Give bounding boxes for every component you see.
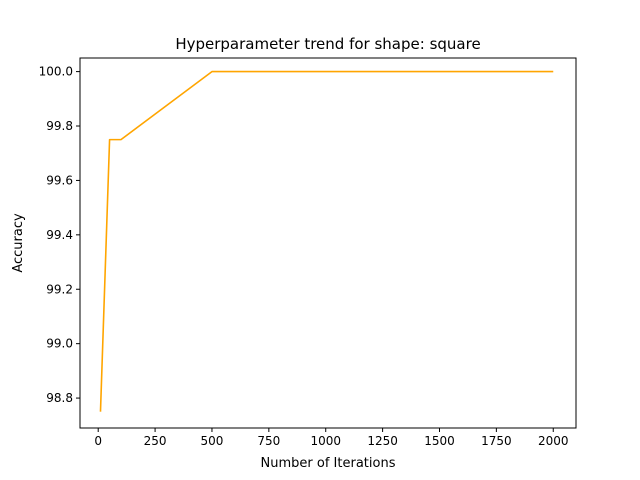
- y-tick-label: 99.4: [46, 228, 73, 242]
- y-tick-label: 98.8: [46, 391, 73, 405]
- x-tick-label: 250: [144, 434, 167, 448]
- x-axis-label: Number of Iterations: [261, 456, 396, 471]
- series-layer: [99, 70, 554, 412]
- y-tick-label: 99.2: [46, 282, 73, 296]
- y-tick-label: 99.0: [46, 337, 73, 351]
- x-tick-label: 1000: [310, 434, 341, 448]
- chart-title: Hyperparameter trend for shape: square: [175, 35, 480, 53]
- y-tick-label: 99.8: [46, 119, 73, 133]
- x-tick-label: 1750: [481, 434, 512, 448]
- x-tick-label: 500: [201, 434, 224, 448]
- x-tick-label: 2000: [538, 434, 569, 448]
- y-axis-ticks: 98.8 99.0 99.2 99.4 99.6 99.8 100.0: [39, 65, 80, 405]
- plot-frame: [79, 57, 577, 429]
- y-axis-label: Accuracy: [11, 213, 26, 273]
- x-tick-label: 750: [257, 434, 280, 448]
- x-tick-label: 1500: [424, 434, 455, 448]
- series-line-0: [99, 70, 554, 412]
- y-tick-label: 100.0: [39, 65, 73, 79]
- x-tick-label: 1250: [367, 434, 398, 448]
- x-axis-ticks: 0 250 500 750 1000 1250 1500 1750 2000: [94, 428, 569, 448]
- y-tick-label: 99.6: [46, 173, 73, 187]
- plot-area: [80, 58, 576, 428]
- x-tick-label: 0: [94, 434, 102, 448]
